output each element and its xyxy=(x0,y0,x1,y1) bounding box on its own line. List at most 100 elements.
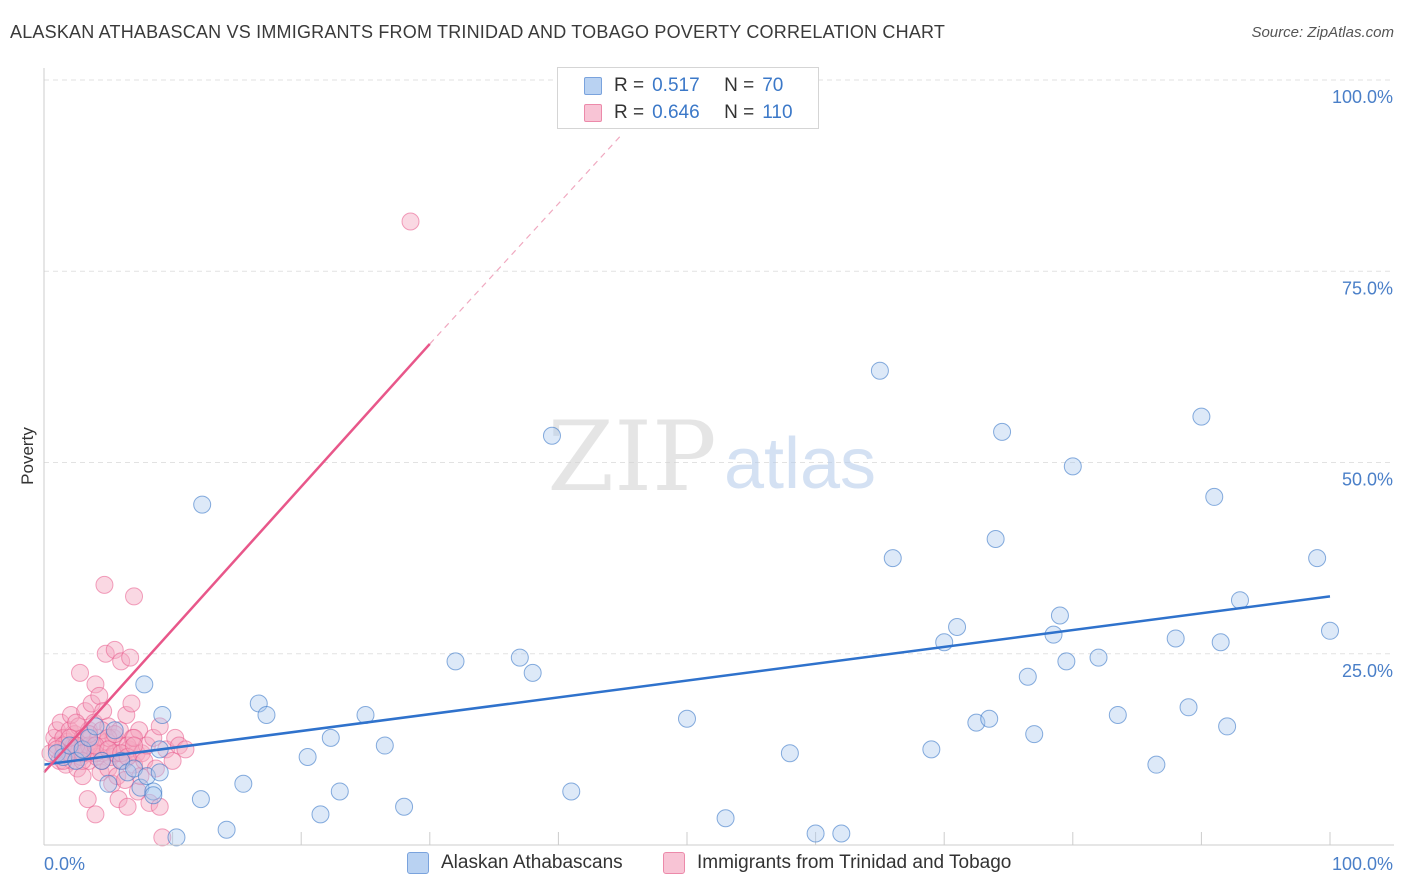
data-point-alaskan xyxy=(191,790,210,809)
data-point-alaskan xyxy=(948,617,967,636)
data-point-alaskan xyxy=(99,774,118,793)
source-label: Source: ZipAtlas.com xyxy=(1251,24,1394,41)
data-point-alaskan xyxy=(1308,549,1327,568)
data-point-alaskan xyxy=(144,782,163,801)
data-point-trinidad xyxy=(105,725,124,744)
data-point-trinidad xyxy=(86,675,105,694)
trend-line-alaskan xyxy=(43,595,1331,766)
data-point-trinidad xyxy=(112,652,131,671)
blue-swatch-icon xyxy=(584,77,602,95)
legend-item-trinidad[interactable]: Immigrants from Trinidad and Tobago xyxy=(663,852,1011,874)
data-point-alaskan xyxy=(298,748,317,767)
data-point-alaskan xyxy=(446,652,465,671)
data-point-alaskan xyxy=(1147,755,1166,774)
trend-line-trinidad xyxy=(43,343,431,774)
legend-row-pink: R = 0.646 N = 110 xyxy=(584,101,793,125)
data-point-alaskan xyxy=(993,422,1012,441)
legend-label-trinidad: Immigrants from Trinidad and Tobago xyxy=(697,852,1012,873)
data-point-alaskan xyxy=(1018,667,1037,686)
data-point-alaskan xyxy=(92,751,111,770)
gridlines xyxy=(44,79,1394,655)
data-point-alaskan xyxy=(1205,487,1224,506)
data-point-trinidad xyxy=(109,790,128,809)
y-axis-label: Poverty xyxy=(18,427,37,485)
trend-line-trinidad-extension xyxy=(429,133,624,345)
r-label: R = xyxy=(614,102,645,123)
y-tick-label: 100.0% xyxy=(1332,87,1393,107)
x-ticks xyxy=(43,832,1331,845)
data-point-trinidad xyxy=(150,717,169,736)
data-point-alaskan xyxy=(1050,606,1069,625)
series-alaskan-athabascans xyxy=(47,361,1339,847)
data-point-alaskan xyxy=(1025,725,1044,744)
r-value: 0.646 xyxy=(652,102,700,123)
data-point-trinidad xyxy=(118,797,137,816)
data-point-trinidad xyxy=(67,713,86,732)
data-point-alaskan xyxy=(375,736,394,755)
data-point-alaskan xyxy=(330,782,349,801)
data-point-alaskan xyxy=(1063,457,1082,476)
data-point-alaskan xyxy=(73,740,92,759)
n-value: 110 xyxy=(762,102,793,123)
blue-swatch-icon xyxy=(407,852,429,874)
data-point-trinidad xyxy=(96,644,115,663)
x-tick-label: 0.0% xyxy=(44,854,85,874)
data-point-trinidad xyxy=(401,212,420,231)
data-point-alaskan xyxy=(257,705,276,724)
data-point-alaskan xyxy=(832,824,851,843)
data-point-alaskan xyxy=(1321,621,1339,640)
data-point-alaskan xyxy=(311,805,330,824)
data-point-trinidad xyxy=(51,713,70,732)
data-point-alaskan xyxy=(321,728,340,747)
n-label: N = xyxy=(724,102,755,123)
data-point-trinidad xyxy=(80,725,99,744)
watermark: ZIP atlas xyxy=(547,401,876,513)
data-point-trinidad xyxy=(78,790,97,809)
y-tick-label: 75.0% xyxy=(1342,278,1393,298)
data-point-alaskan xyxy=(1218,717,1237,736)
y-tick-labels: 25.0% 50.0% 75.0% 100.0% xyxy=(1332,87,1393,681)
legend-item-alaskan[interactable]: Alaskan Athabascans xyxy=(407,852,623,874)
axes xyxy=(43,68,1394,846)
data-point-trinidad xyxy=(117,705,136,724)
data-point-alaskan xyxy=(1192,407,1211,426)
pink-swatch-icon xyxy=(663,852,685,874)
data-point-alaskan xyxy=(1057,652,1076,671)
data-point-alaskan xyxy=(980,709,999,728)
data-point-trinidad xyxy=(86,805,105,824)
data-point-trinidad xyxy=(73,767,92,786)
r-value: 0.517 xyxy=(652,75,700,96)
y-tick-label: 25.0% xyxy=(1342,661,1393,681)
data-point-alaskan xyxy=(150,763,169,782)
data-point-alaskan xyxy=(542,426,561,445)
data-point-alaskan xyxy=(105,721,124,740)
data-point-alaskan xyxy=(217,820,236,839)
trend-lines xyxy=(43,133,1331,774)
legend-row-blue: R = 0.517 N = 70 xyxy=(584,74,783,98)
data-point-alaskan xyxy=(80,728,99,747)
legend-series: Alaskan Athabascans Immigrants from Trin… xyxy=(0,852,1406,878)
data-point-trinidad xyxy=(125,728,144,747)
data-point-trinidad xyxy=(105,640,124,659)
data-point-alaskan xyxy=(510,648,529,667)
data-point-alaskan xyxy=(870,361,889,380)
data-point-trinidad xyxy=(90,686,109,705)
x-tick-label: 100.0% xyxy=(1332,854,1393,874)
data-point-alaskan xyxy=(806,824,825,843)
chart-title: ALASKAN ATHABASCAN VS IMMIGRANTS FROM TR… xyxy=(10,22,946,42)
data-point-alaskan xyxy=(562,782,581,801)
data-point-alaskan xyxy=(1211,633,1230,652)
data-point-alaskan xyxy=(678,709,696,728)
data-point-alaskan xyxy=(922,740,941,759)
data-point-trinidad xyxy=(122,694,141,713)
data-point-trinidad xyxy=(71,663,90,682)
watermark-atlas: atlas xyxy=(724,424,876,504)
y-tick-label: 50.0% xyxy=(1342,470,1393,490)
data-point-alaskan xyxy=(716,809,735,828)
data-point-alaskan xyxy=(167,828,186,847)
data-point-trinidad xyxy=(150,797,169,816)
legend-stats: R = 0.517 N = 70 R = 0.646 N = 110 xyxy=(557,67,819,129)
data-point-trinidad xyxy=(163,751,182,770)
data-point-trinidad xyxy=(153,828,172,847)
